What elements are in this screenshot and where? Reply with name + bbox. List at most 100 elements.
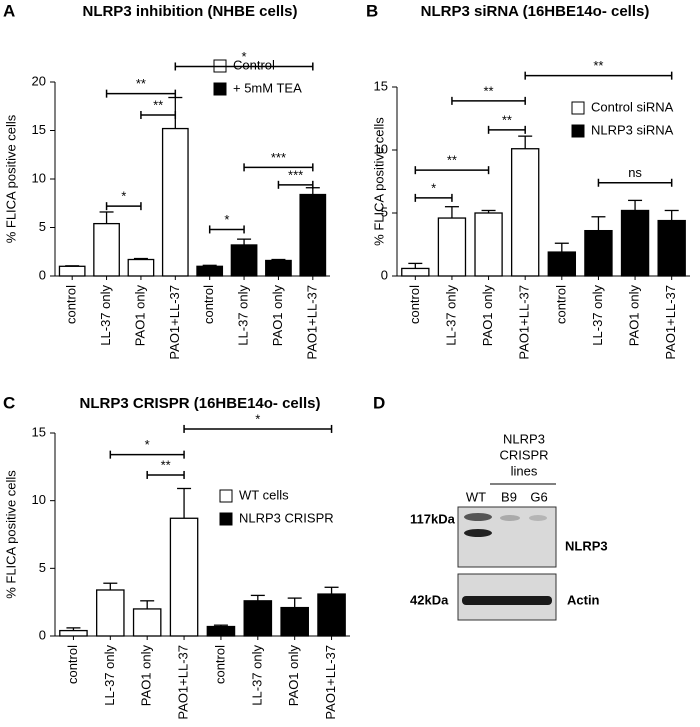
significance-bracket	[414, 193, 453, 202]
blot-header: lines	[511, 463, 538, 478]
bar	[206, 625, 236, 637]
bar	[317, 593, 346, 637]
y-tick-label: 10	[32, 492, 46, 507]
legend-label: + 5mM TEA	[233, 80, 302, 95]
y-tick-label: 5	[39, 219, 46, 234]
y-tick-label: 5	[39, 560, 46, 575]
x-tick-label: control	[201, 285, 216, 324]
legend-swatch	[219, 489, 233, 503]
error-bar	[99, 211, 114, 224]
significance-bracket	[524, 71, 673, 80]
significance-label: **	[447, 153, 457, 168]
significance-label: *	[242, 49, 247, 64]
error-bar	[287, 597, 302, 608]
significance-bracket	[414, 166, 490, 175]
blot-band	[464, 513, 492, 521]
significance-label: **	[136, 76, 146, 91]
legend-label: Control siRNA	[591, 99, 674, 114]
bar	[280, 606, 309, 637]
y-tick-label: 10	[374, 141, 388, 156]
bar-chart: B NLRP3 siRNA (16HBE14o- cells) % FLICA po…	[366, 1, 690, 360]
x-tick-label: LL-37 only	[102, 645, 117, 706]
y-axis-label: % FLICA positive cells	[3, 470, 18, 599]
y-tick-label: 0	[39, 267, 46, 282]
lane-label: WT	[466, 489, 486, 504]
x-tick-label: PAO1+LL-37	[663, 285, 678, 360]
significance-label: *	[224, 212, 229, 227]
x-tick-label: PAO1+LL-37	[517, 285, 532, 360]
bar	[474, 212, 503, 277]
lane-label: G6	[530, 489, 547, 504]
significance-bracket	[451, 96, 526, 105]
bar	[169, 517, 199, 637]
significance-bracket	[174, 62, 314, 71]
y-tick-label: 15	[32, 122, 46, 137]
y-axis-label: % FLICA positive cells	[371, 117, 386, 246]
significance-label: ns	[628, 165, 642, 180]
significance-bracket	[243, 163, 314, 172]
marker-label: 117kDa	[410, 511, 456, 526]
error-bar	[591, 216, 606, 231]
bar	[265, 259, 292, 277]
significance-label: **	[484, 83, 494, 98]
significance-bracket	[183, 424, 333, 433]
x-tick-label: PAO1 only	[139, 645, 154, 707]
significance-label: ***	[288, 167, 303, 182]
blot-band	[462, 596, 552, 605]
error-bar	[237, 238, 252, 245]
significance-label: **	[502, 112, 512, 127]
legend-label: Control	[233, 57, 275, 72]
significance-bracket	[140, 110, 177, 119]
error-bar	[133, 257, 148, 260]
bar	[657, 219, 686, 277]
error-bar	[518, 135, 533, 149]
significance-bracket	[597, 178, 673, 187]
lane-label: B9	[501, 489, 517, 504]
bar	[96, 589, 125, 637]
legend-swatch	[571, 124, 585, 138]
error-bar	[140, 600, 155, 609]
significance-bracket	[109, 450, 185, 459]
bar	[437, 217, 467, 277]
y-tick-label: 5	[381, 204, 388, 219]
significance-bracket	[146, 470, 185, 479]
blot-band	[464, 529, 492, 537]
significance-label: **	[153, 97, 163, 112]
significance-bracket	[105, 89, 177, 98]
protein-label: Actin	[567, 592, 600, 607]
x-tick-label: LL-37 only	[249, 645, 264, 706]
bar	[93, 222, 120, 277]
protein-label: NLRP3	[565, 538, 608, 553]
error-bar	[202, 264, 217, 267]
significance-label: *	[431, 180, 436, 195]
legend-swatch	[213, 82, 227, 96]
error-bar	[250, 594, 265, 601]
significance-label: *	[121, 189, 126, 204]
legend-swatch	[219, 512, 233, 526]
chart-title: NLRP3 inhibition (NHBE cells)	[82, 3, 297, 20]
bar	[299, 193, 327, 277]
y-axis-label: % FLICA positive cells	[3, 114, 18, 243]
significance-bracket	[208, 225, 245, 234]
x-tick-label: PAO1 only	[286, 645, 301, 707]
x-tick-label: LL-37 only	[443, 285, 458, 346]
bar	[401, 267, 430, 277]
chart-title: NLRP3 siRNA (16HBE14o- cells)	[421, 3, 650, 20]
x-tick-label: PAO1 only	[270, 285, 285, 347]
significance-label: ***	[271, 150, 286, 165]
x-tick-label: LL-37 only	[236, 285, 251, 346]
y-tick-label: 15	[32, 424, 46, 439]
panel-letter: C	[3, 393, 15, 412]
significance-bracket	[277, 180, 314, 189]
error-bar	[103, 582, 118, 590]
x-tick-label: control	[64, 285, 79, 324]
x-tick-label: control	[65, 645, 80, 684]
legend-label: WT cells	[239, 487, 289, 502]
y-tick-label: 10	[32, 170, 46, 185]
bar	[584, 229, 613, 277]
panel-letter: A	[3, 1, 15, 20]
significance-label: **	[161, 457, 171, 472]
bar	[243, 600, 273, 637]
x-tick-label: PAO1+LL-37	[176, 645, 191, 720]
